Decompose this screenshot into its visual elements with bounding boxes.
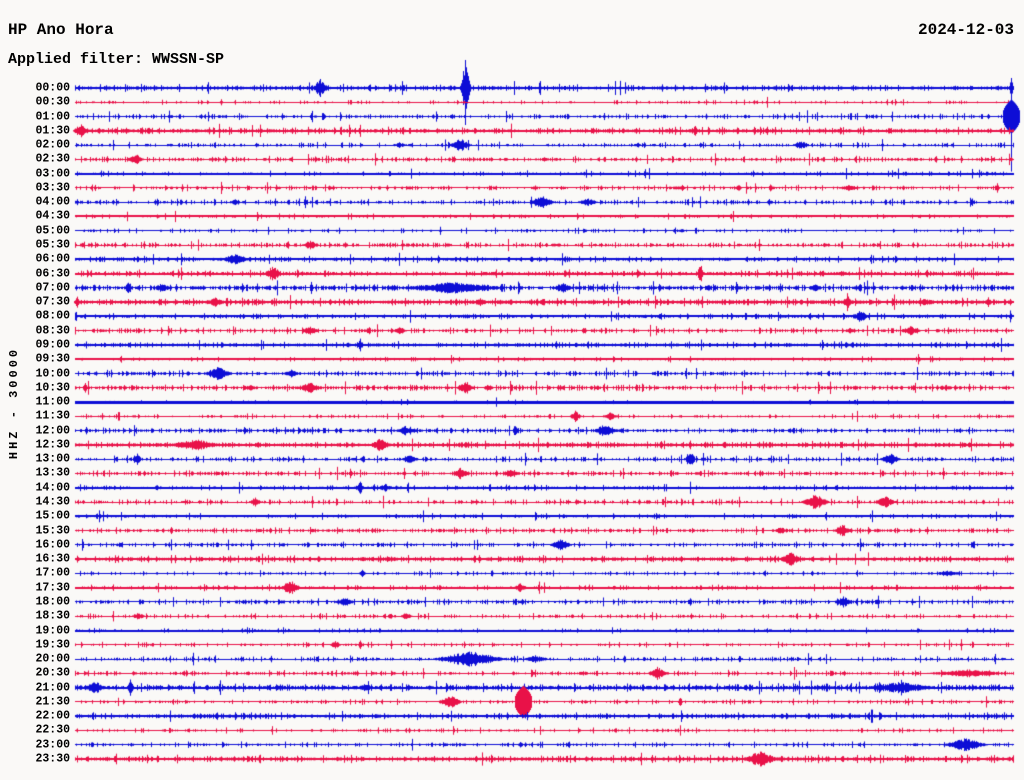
trace-time-label: 18:00 (35, 595, 70, 609)
trace-time-label: 16:30 (35, 552, 70, 566)
trace-time-label: 15:00 (35, 509, 70, 523)
trace-time-label: 04:00 (35, 195, 70, 209)
trace-time-label: 03:30 (35, 181, 70, 195)
trace-time-label: 13:30 (35, 466, 70, 480)
trace-time-label: 21:00 (35, 680, 70, 694)
trace-time-label: 12:00 (35, 423, 70, 437)
trace-time-label: 09:00 (35, 338, 70, 352)
trace-time-label: 21:30 (35, 695, 70, 709)
trace-time-label: 10:30 (35, 381, 70, 395)
trace-time-label: 23:30 (35, 752, 70, 766)
trace-time-label: 08:30 (35, 323, 70, 337)
trace-time-label: 11:30 (35, 409, 70, 423)
trace-time-label: 06:30 (35, 266, 70, 280)
trace-time-label: 02:30 (35, 152, 70, 166)
trace-time-label: 19:30 (35, 638, 70, 652)
trace-time-label: 03:00 (35, 166, 70, 180)
trace-time-label: 04:30 (35, 209, 70, 223)
trace-time-label: 14:00 (35, 480, 70, 494)
trace-time-label: 05:30 (35, 238, 70, 252)
trace-time-label: 23:00 (35, 737, 70, 751)
trace-time-label: 18:30 (35, 609, 70, 623)
trace-time-label: 01:00 (35, 109, 70, 123)
trace-time-label: 09:30 (35, 352, 70, 366)
trace-time-label: 00:00 (35, 81, 70, 95)
trace-time-label: 07:30 (35, 295, 70, 309)
trace-time-label: 05:00 (35, 224, 70, 238)
trace-time-label: 19:00 (35, 623, 70, 637)
trace-time-label: 17:30 (35, 580, 70, 594)
station-title: HP Ano Hora (8, 21, 114, 39)
trace-time-label: 14:30 (35, 495, 70, 509)
trace-time-label: 20:30 (35, 666, 70, 680)
trace-time-label: 12:30 (35, 438, 70, 452)
trace-time-label: 00:30 (35, 95, 70, 109)
trace-time-label: 22:00 (35, 709, 70, 723)
trace-time-label: 06:00 (35, 252, 70, 266)
trace-time-label: 17:00 (35, 566, 70, 580)
trace-time-label: 11:00 (35, 395, 70, 409)
trace-time-label: 02:00 (35, 138, 70, 152)
trace-time-label: 07:00 (35, 281, 70, 295)
trace-time-label: 20:00 (35, 652, 70, 666)
trace-time-label: 08:00 (35, 309, 70, 323)
trace-time-label: 13:00 (35, 452, 70, 466)
trace-time-label: 15:30 (35, 523, 70, 537)
filter-label: Applied filter: WWSSN-SP (8, 51, 225, 68)
trace-time-label: 22:30 (35, 723, 70, 737)
trace-time-label: 16:00 (35, 538, 70, 552)
trace-time-label: 10:00 (35, 366, 70, 380)
trace-time-label: 01:30 (35, 124, 70, 138)
date-label: 2024-12-03 (917, 21, 1014, 39)
